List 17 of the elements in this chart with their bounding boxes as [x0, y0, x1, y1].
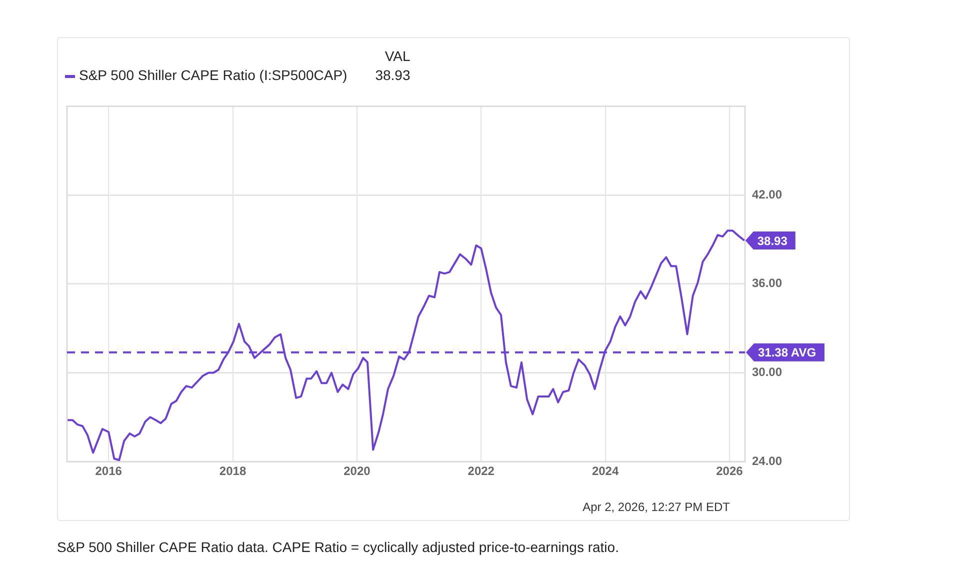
legend-label: S&P 500 Shiller CAPE Ratio (I:SP500CAP)	[79, 67, 348, 85]
text: S&P 500 Shiller CAPE Ratio data. CAPE Ratio = cyclically adjusted price-to-earnings ratio.	[57, 539, 619, 555]
x-tick-label: 2026	[716, 464, 744, 478]
y-tick-label: 36.00	[752, 276, 782, 290]
x-tick-label: 2024	[592, 464, 619, 478]
y-tick-label: 24.00	[752, 454, 782, 468]
x-tick-label: 2018	[219, 464, 246, 478]
x-tick-label: 2020	[344, 464, 371, 478]
y-tick-label: 30.00	[752, 365, 782, 380]
text: Apr 2, 2026, 12:27 PM EDT	[582, 500, 730, 514]
legend-title: VAL	[384, 48, 410, 66]
ref-line-label: 31.38 AVG	[758, 346, 816, 360]
x-tick-label: 2016	[95, 464, 122, 478]
y-tick-label: 42.00	[752, 187, 782, 202]
x-tick-label: 2022	[468, 464, 495, 478]
annotation: 38.93	[757, 234, 788, 248]
text: 38.93	[375, 67, 410, 85]
